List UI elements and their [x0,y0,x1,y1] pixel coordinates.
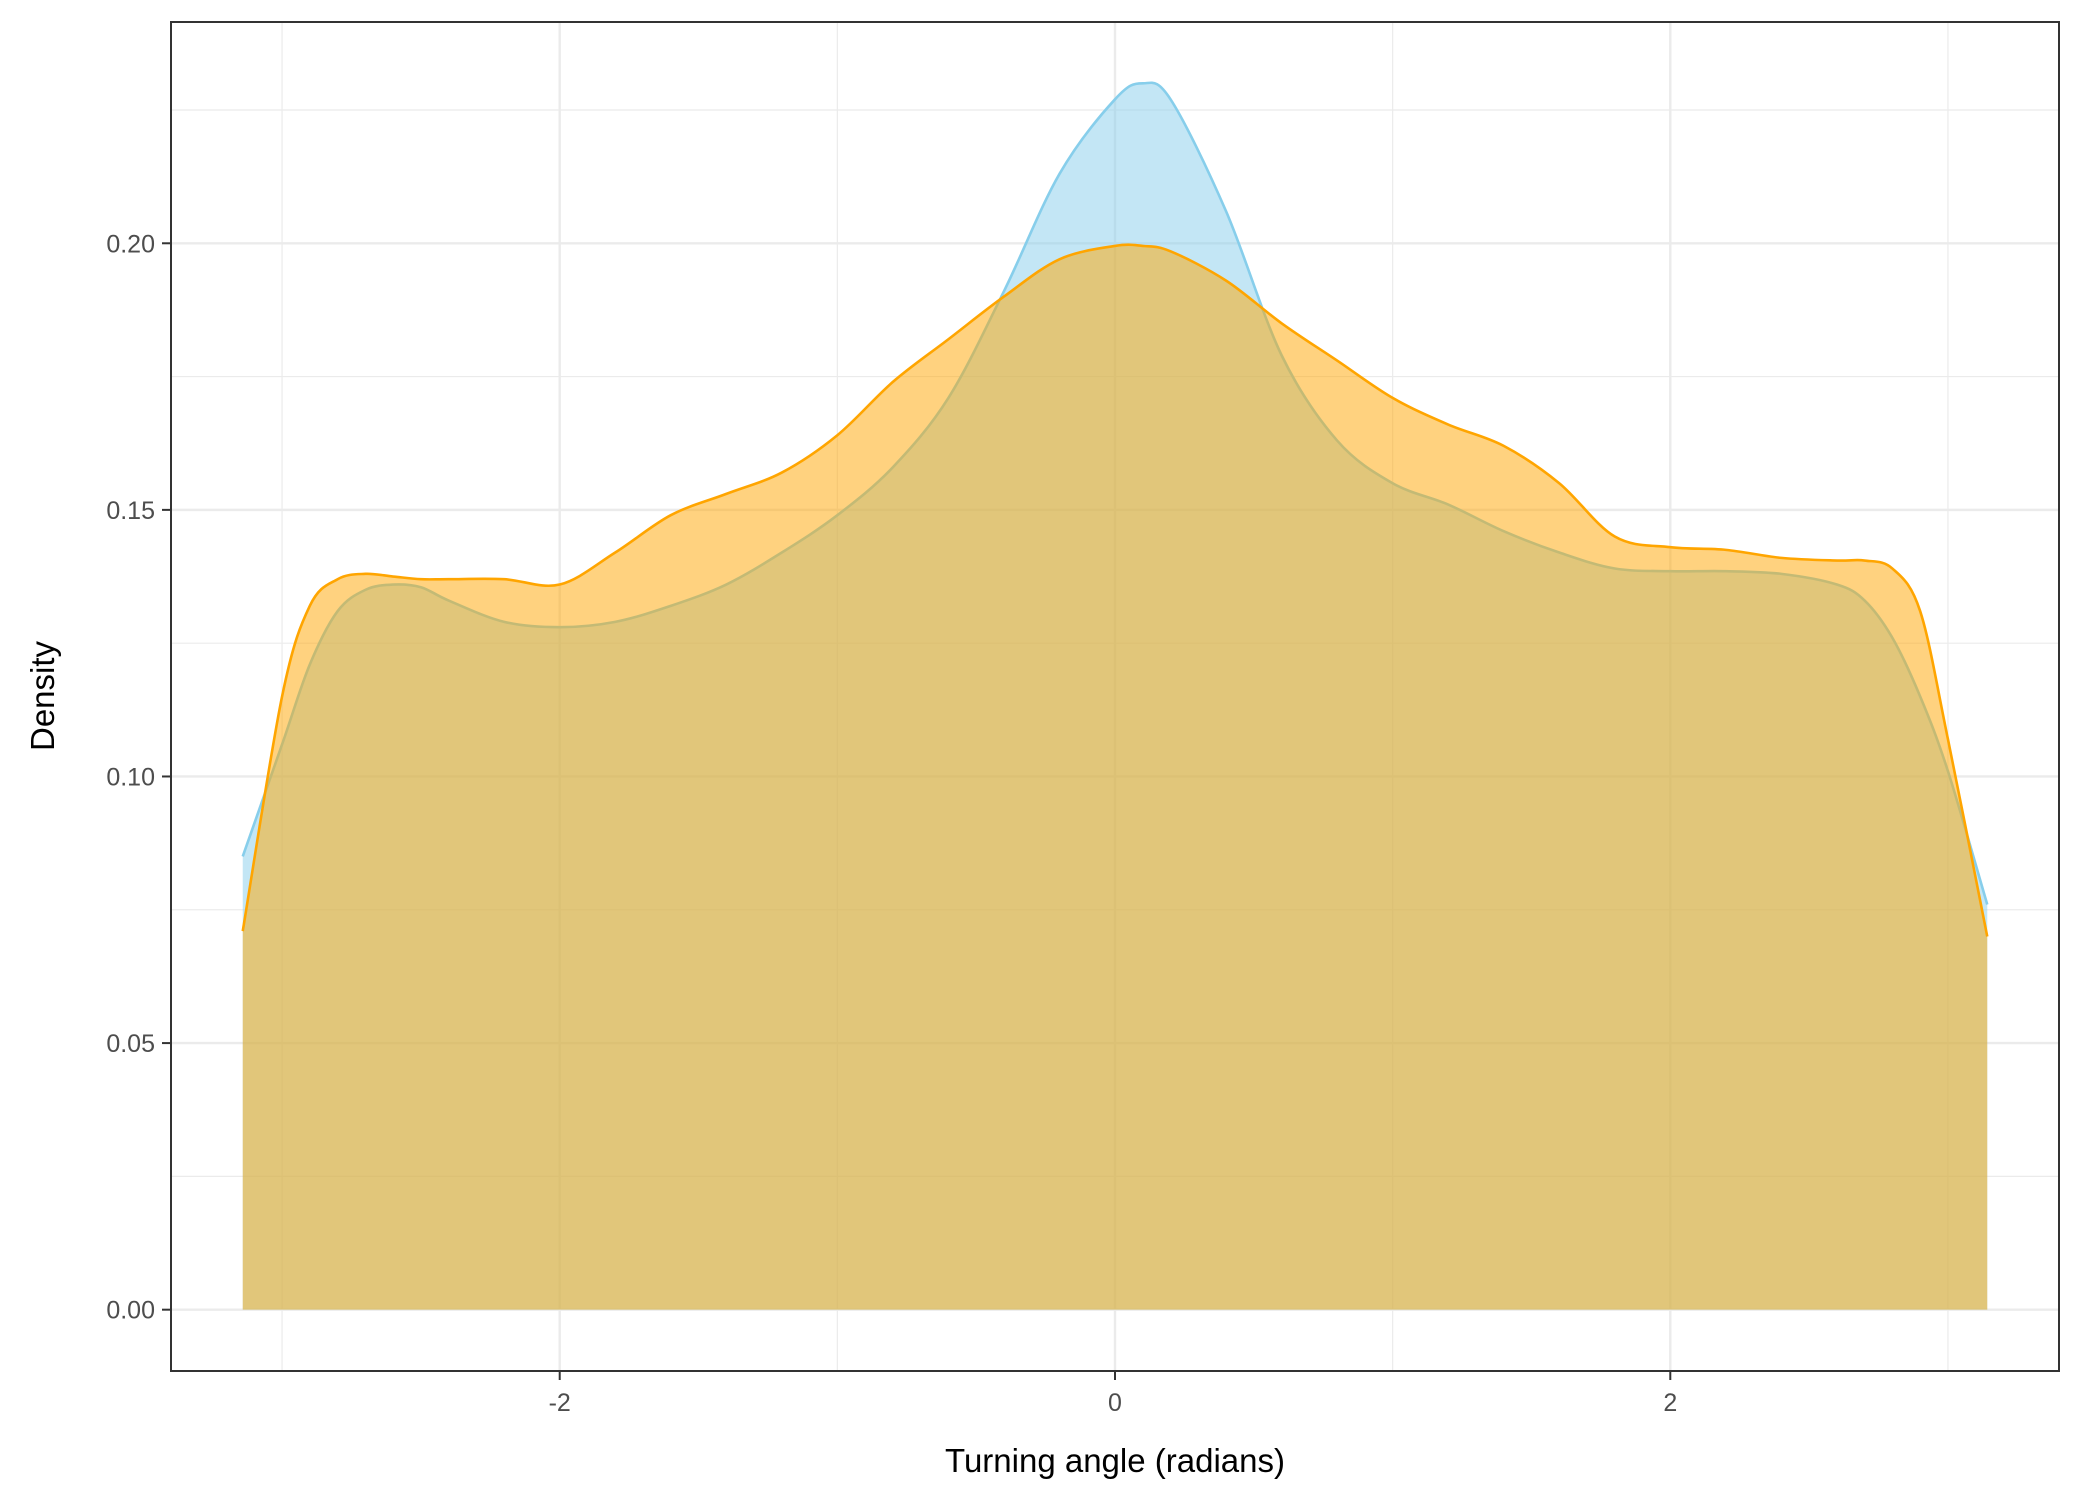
y-tick-label: 0.15 [106,497,155,525]
y-tick-label: 0.10 [106,763,155,791]
y-axis-ticks: 0.00 0.05 0.10 0.15 0.20 [106,230,171,1325]
density-line-2 [241,243,1989,937]
y-tick-label: 0.00 [106,1297,155,1325]
y-axis-title: Density [24,640,61,751]
y-tick-label: 0.05 [106,1030,155,1058]
x-tick-label: 0 [1108,1389,1122,1417]
x-axis-title: Turning angle (radians) [945,1442,1285,1479]
density-area-2 [242,244,1988,1310]
x-axis-ticks: -2 0 2 [549,1371,1677,1417]
x-tick-label: -2 [549,1389,571,1417]
density-series [241,81,1989,1310]
y-tick-label: 0.20 [106,230,155,258]
x-tick-label: 2 [1663,1389,1677,1417]
